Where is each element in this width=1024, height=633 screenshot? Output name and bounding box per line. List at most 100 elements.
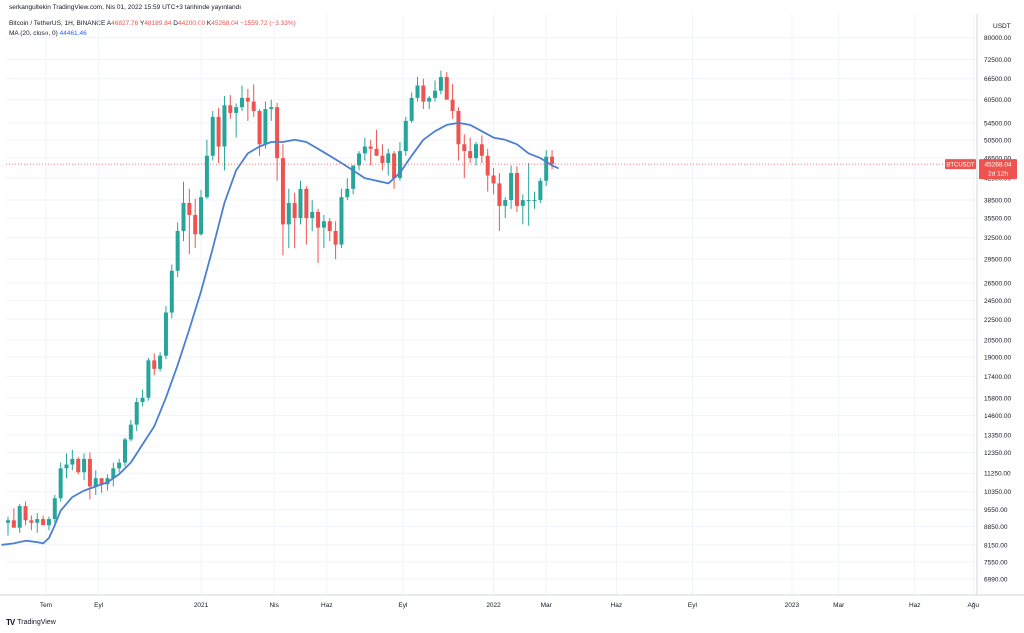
price-axis-label: 17400.00 — [984, 374, 1011, 381]
candle-body — [228, 105, 233, 113]
candle-body — [368, 146, 373, 149]
time-axis-label: Ağu — [967, 602, 979, 609]
high-value: 48189.84 — [144, 20, 172, 27]
candle-body — [41, 519, 46, 526]
legend-ma-row[interactable]: MA (20, close, 0) 44461.46 — [9, 29, 296, 39]
candle-body — [503, 200, 508, 206]
candle-body — [76, 458, 81, 473]
price-badge-value: 45268.04 — [984, 161, 1011, 168]
candle-body — [438, 77, 443, 91]
price-axis-label: 80000.00 — [984, 35, 1011, 42]
candle-body — [421, 85, 426, 102]
candle-body — [123, 439, 127, 463]
candle-body — [35, 519, 40, 523]
candle-body — [351, 165, 356, 189]
candle-body — [532, 200, 537, 202]
candle-body — [380, 155, 385, 163]
price-axis-label: 35500.00 — [984, 216, 1011, 223]
candle-body — [6, 520, 10, 523]
candle-body — [345, 188, 350, 198]
time-axis-label: Eyl — [398, 602, 408, 609]
candle-body — [333, 230, 338, 245]
candle-body — [64, 464, 69, 469]
candle-body — [128, 424, 133, 440]
publish-info: serkangultekin TradingView.com, Nis 01, … — [9, 4, 242, 11]
time-axis-label: Nis — [269, 602, 279, 609]
candle-body — [304, 188, 309, 219]
price-axis-label: 60500.00 — [984, 97, 1011, 104]
candle-body — [485, 155, 490, 176]
candle-body — [134, 402, 139, 425]
time-axis-label: 2022 — [486, 602, 501, 609]
candle-body — [444, 77, 449, 100]
candle-body — [374, 148, 379, 156]
price-badge — [979, 159, 1017, 180]
price-axis-label: 38500.00 — [984, 198, 1011, 205]
candle-body — [550, 156, 555, 165]
price-badge-countdown: 2d 12h — [988, 171, 1008, 178]
candle-body — [87, 458, 92, 487]
candle-body — [210, 116, 215, 156]
candle-body — [245, 97, 250, 102]
candle-body — [462, 144, 467, 152]
time-axis-label: 2021 — [194, 602, 209, 609]
price-axis-label: 9550.00 — [984, 507, 1008, 514]
legend-ohlc-row: Bitcoin / TetherUS, 1H, BINANCE A46827.7… — [9, 19, 296, 29]
candle-body — [427, 97, 432, 102]
candle-body — [163, 312, 168, 356]
candle-body — [357, 153, 361, 166]
symbol-title[interactable]: Bitcoin / TetherUS, 1H, BINANCE — [9, 20, 106, 27]
time-axis-label: Haz — [909, 602, 921, 609]
candle-body — [327, 221, 332, 231]
candle-body — [17, 506, 22, 528]
candle-body — [269, 107, 274, 110]
price-axis-label: 6990.00 — [984, 576, 1008, 583]
price-axis-label: 42500.00 — [984, 176, 1011, 183]
candle-body — [392, 153, 397, 179]
price-axis-label: 20500.00 — [984, 337, 1011, 344]
candle-body — [117, 462, 122, 469]
candle-body — [169, 270, 174, 313]
candle-body — [468, 151, 473, 159]
legend: Bitcoin / TetherUS, 1H, BINANCE A46827.7… — [9, 19, 296, 39]
price-axis-label: 7550.00 — [984, 559, 1008, 566]
time-axis-label: Eyl — [688, 602, 698, 609]
candle-body — [146, 360, 151, 398]
candle-body — [544, 156, 549, 181]
high-label: Y — [139, 20, 145, 27]
time-axis-label: 2023 — [785, 602, 800, 609]
footer: TV TradingView — [6, 618, 56, 627]
candle-body — [240, 97, 244, 108]
candle-body — [310, 211, 315, 219]
candle-body — [491, 175, 496, 184]
candle-body — [52, 498, 57, 520]
price-axis-label: 8850.00 — [984, 524, 1008, 531]
candle-body — [339, 197, 344, 245]
candle-body — [263, 109, 268, 145]
candle-body — [193, 214, 198, 235]
price-axis-label: 24500.00 — [984, 298, 1011, 305]
change-value: −1559.72 (−3.33%) — [240, 20, 296, 27]
candle-body — [316, 211, 321, 228]
price-axis-label: 19000.00 — [984, 354, 1011, 361]
candle-body — [204, 155, 209, 198]
price-axis-label: 13350.00 — [984, 433, 1011, 440]
candle-body — [251, 101, 256, 111]
time-axis-label: Tem — [40, 602, 52, 609]
time-axis-label: Eyl — [94, 602, 104, 609]
candle-body — [497, 183, 502, 206]
candle-body — [199, 197, 204, 235]
brand-name[interactable]: TradingView — [17, 619, 56, 626]
price-axis-label: 50500.00 — [984, 137, 1011, 144]
open-value: 46827.76 — [111, 20, 139, 27]
candle-body — [181, 202, 186, 231]
candle-body — [111, 468, 116, 479]
candle-body — [93, 478, 98, 487]
candle-body — [362, 146, 367, 154]
price-axis-label: 32500.00 — [984, 235, 1011, 242]
candle-body — [222, 105, 227, 147]
candle-body — [187, 202, 192, 215]
tradingview-logo-icon[interactable]: TV — [6, 618, 15, 627]
ma-label: MA (20, close, 0) — [9, 30, 58, 37]
